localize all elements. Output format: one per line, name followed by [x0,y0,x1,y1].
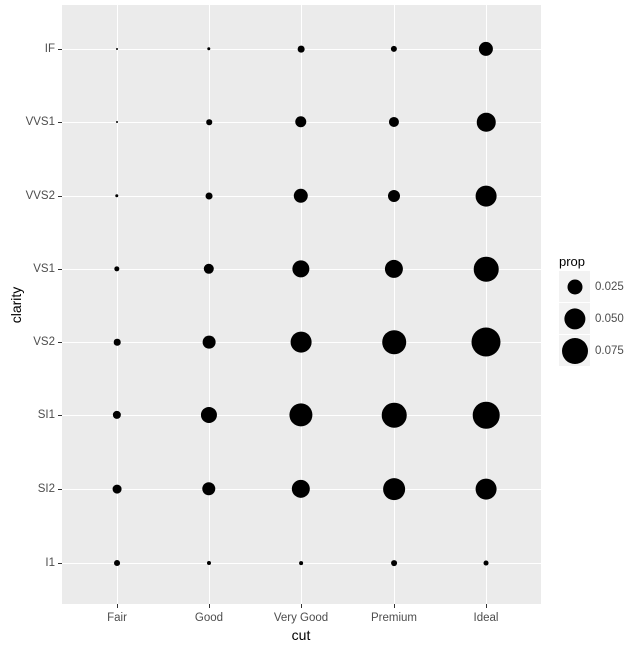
x-tick-label: Very Good [273,612,329,624]
y-tick-mark [58,342,62,343]
legend-label: 0.050 [595,312,624,325]
data-point [381,402,407,428]
data-point [299,561,303,565]
data-point [382,330,406,354]
grid-line-vertical [209,5,210,604]
x-tick-mark [486,604,487,608]
data-point [387,189,401,203]
legend-entry: 0.025 [559,271,624,302]
data-point [295,116,307,128]
data-point [290,331,312,353]
grid-line-vertical [394,5,395,604]
x-tick-mark [209,604,210,608]
data-point [112,484,122,494]
legend-entry: 0.075 [559,335,624,366]
y-tick-mark [58,122,62,123]
grid-line-vertical [486,5,487,604]
data-point [114,266,120,272]
data-point [292,260,310,278]
y-tick-mark [58,269,62,270]
data-point [202,335,216,349]
x-tick-label: Fair [107,612,127,624]
data-point [483,560,489,566]
data-point [115,194,119,198]
data-point [383,478,405,500]
y-tick-label: IF [44,43,55,55]
data-point [205,192,213,200]
x-tick-label: Good [194,612,224,624]
legend-key [559,271,590,302]
data-point [478,41,494,57]
legend-key [559,335,590,366]
data-point [471,327,501,357]
data-point [384,259,404,279]
data-point [473,256,499,282]
y-tick-label: VS2 [33,336,55,348]
x-tick-mark [394,604,395,608]
data-point [475,185,497,207]
legend-circle-icon [567,279,582,294]
legend-entry: 0.050 [559,303,624,334]
data-point [112,410,122,420]
legend-label: 0.025 [595,280,624,293]
y-tick-label: VVS1 [25,116,55,128]
x-axis-title: cut [291,627,311,643]
data-point [114,560,120,566]
y-tick-mark [58,196,62,197]
data-point [388,116,400,128]
data-point [206,560,212,566]
y-tick-mark [58,415,62,416]
data-point [203,263,215,275]
y-tick-mark [58,563,62,564]
x-tick-mark [117,604,118,608]
y-tick-label: VS1 [33,263,55,275]
plot-panel [62,5,541,604]
data-point [206,119,212,125]
data-point [391,560,397,566]
data-point [472,401,500,429]
data-point [291,479,311,499]
data-point [293,188,309,204]
legend-label: 0.075 [595,344,624,357]
x-tick-mark [301,604,302,608]
legend-entries: 0.025 0.050 0.075 [559,271,624,366]
x-tick-label: Ideal [473,612,499,624]
legend-title: prop [559,254,586,269]
data-point [297,45,305,53]
legend-key [559,303,590,334]
data-point [207,47,211,51]
y-tick-mark [58,49,62,50]
y-tick-label: SI1 [37,409,55,421]
data-point [202,482,216,496]
y-tick-label: I1 [45,557,55,569]
data-point [116,48,118,50]
legend-circle-icon [561,337,588,364]
data-point [390,45,398,53]
x-tick-label: Premium [370,612,418,624]
data-point [113,338,121,346]
data-point [476,112,496,132]
y-axis-title: clarity [8,286,24,324]
grid-line-vertical [117,5,118,604]
data-point [200,406,218,424]
data-point [289,403,313,427]
y-tick-label: VVS2 [25,190,55,202]
size-legend: prop 0.025 0.050 0.075 [559,254,624,367]
data-point [475,478,497,500]
y-tick-mark [58,489,62,490]
y-tick-label: SI2 [37,483,55,495]
legend-circle-icon [563,307,586,330]
grid-line-vertical [301,5,302,604]
data-point [116,121,118,123]
